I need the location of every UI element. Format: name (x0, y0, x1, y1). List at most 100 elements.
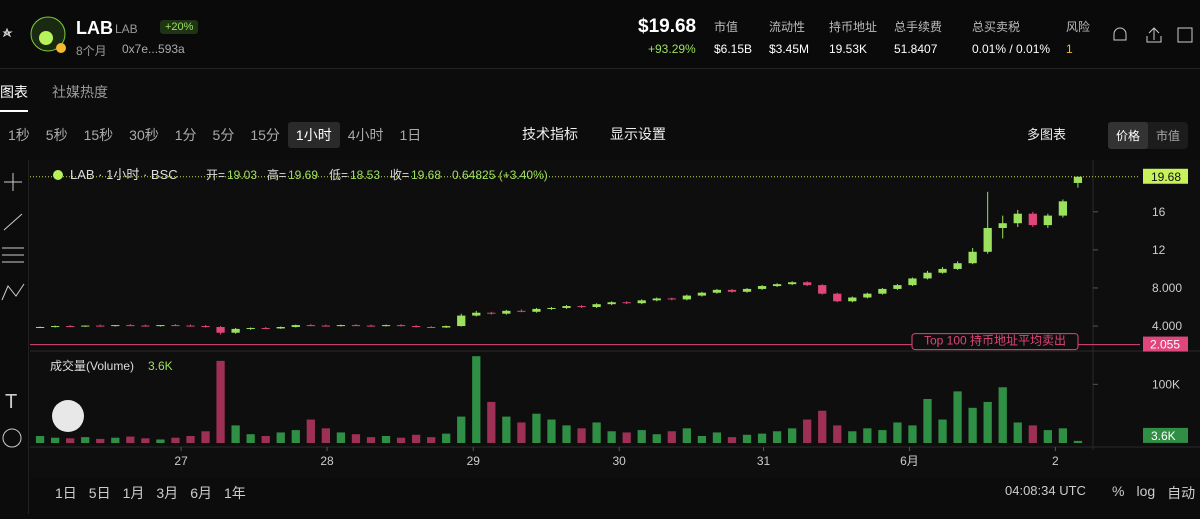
candle-body (1028, 213, 1037, 226)
candle-body (366, 325, 376, 327)
interval[interactable]: 1小时 (287, 122, 340, 148)
indicators[interactable]: 技术指标 (522, 126, 578, 142)
mode[interactable]: 市值 (1156, 129, 1181, 143)
volume-bar (427, 437, 436, 443)
ticker: LAB (115, 22, 138, 36)
x-tick-label: 28 (320, 454, 334, 468)
last-price-label: 19.68 (1151, 170, 1181, 184)
volume-bar (1043, 430, 1052, 443)
share-icon[interactable] (1146, 27, 1162, 43)
volume-bar (186, 435, 195, 443)
candle-body (757, 286, 767, 289)
crosshair-tool[interactable] (4, 173, 22, 191)
volume-bar (502, 416, 511, 443)
candle-body (968, 251, 977, 264)
candle-body (502, 310, 511, 314)
stat-value: 1 (1066, 42, 1073, 56)
candle-body (622, 302, 631, 304)
stat: 持币地址 19.53K (829, 18, 877, 56)
candle-body (908, 278, 917, 286)
candle-body (803, 282, 812, 286)
interval[interactable]: 15秒 (83, 127, 114, 143)
alert-icon[interactable] (1113, 27, 1127, 41)
x-tick-label: 31 (757, 454, 771, 468)
candle-body (81, 325, 90, 327)
stat: 总手续费 51.8407 (894, 18, 942, 56)
volume-bar (111, 437, 120, 443)
stat-value: $3.45M (769, 42, 810, 56)
range[interactable]: 3月 (156, 485, 179, 501)
interval[interactable]: 5分 (212, 127, 235, 143)
range[interactable]: 5日 (88, 485, 111, 501)
volume-bar (216, 360, 225, 443)
interval[interactable]: 1秒 (8, 127, 30, 143)
candle-body (893, 285, 902, 289)
fib-tool[interactable] (2, 247, 24, 263)
text-tool[interactable]: T (5, 391, 17, 413)
interval[interactable]: 15分 (250, 127, 280, 143)
range[interactable]: 1月 (122, 485, 145, 501)
candle-body (171, 325, 180, 327)
mode[interactable]: 价格 (1108, 122, 1149, 149)
volume-bar (396, 437, 406, 443)
interval[interactable]: 30秒 (129, 127, 159, 143)
interval[interactable]: 5秒 (45, 127, 68, 143)
y2-tick-label: 100K (1152, 377, 1180, 391)
tab[interactable]: 图表 (0, 82, 28, 112)
reference-label: 2.055 (1150, 338, 1180, 352)
multi-chart[interactable]: 多图表 (1027, 127, 1067, 142)
ohlc-value: 19.68 (411, 168, 441, 182)
candle-body (231, 328, 240, 333)
candle-body (727, 289, 737, 292)
candle-body (396, 325, 406, 327)
candle-body (96, 325, 105, 327)
interval[interactable]: 4小时 (347, 127, 384, 143)
ohlc-label: 高= (267, 167, 286, 182)
candle-body (111, 325, 120, 327)
candle-body (848, 297, 857, 302)
scale-option[interactable]: 自动 (1167, 485, 1196, 501)
stat-value: $6.15B (714, 42, 753, 56)
candle-body (697, 292, 707, 296)
token-logo-dot (39, 31, 53, 45)
candle-body (276, 327, 285, 329)
range[interactable]: 1年 (223, 485, 246, 501)
candle-body (833, 293, 842, 302)
address[interactable]: 0x7e...593a (122, 42, 185, 56)
volume-bar (712, 432, 722, 443)
stat-label: 风险 (1066, 20, 1091, 34)
candle-body (246, 327, 255, 329)
interval[interactable]: 1日 (399, 127, 422, 143)
line-tool[interactable] (3, 213, 23, 231)
volume-bar (833, 425, 842, 443)
interval[interactable]: 1分 (174, 127, 197, 143)
ohlc-label: 收= (390, 168, 409, 182)
volume-bar (592, 422, 601, 443)
age: 8个月 (76, 44, 107, 58)
scale-option[interactable]: log (1136, 483, 1156, 499)
header-icons (2, 16, 66, 53)
volume-bar (96, 438, 105, 443)
copy-icon[interactable] (1177, 27, 1193, 43)
candle-body (637, 300, 646, 304)
scale-option[interactable]: % (1112, 483, 1125, 499)
volume-bar (141, 438, 150, 443)
candle-body (607, 302, 616, 305)
change-text: 0.64825 (+3.40%) (452, 168, 548, 182)
volume-bar (381, 435, 391, 443)
volume-bar (81, 437, 90, 443)
range[interactable]: 1日 (55, 485, 77, 501)
range[interactable]: 6月 (190, 485, 212, 501)
volume-bar (577, 428, 586, 443)
pattern-tool[interactable] (1, 283, 25, 301)
display-settings[interactable]: 显示设置 (610, 126, 666, 142)
star-icon[interactable] (2, 27, 13, 38)
last-price-badge (1143, 168, 1188, 184)
header-actions (1113, 27, 1193, 43)
tab[interactable]: 社媒热度 (52, 84, 108, 100)
candle-body (788, 282, 797, 285)
emoji-tool[interactable] (2, 428, 22, 448)
candle-body (923, 272, 932, 279)
volume-title: 成交量(Volume) (50, 358, 134, 373)
candle-body (427, 327, 436, 329)
